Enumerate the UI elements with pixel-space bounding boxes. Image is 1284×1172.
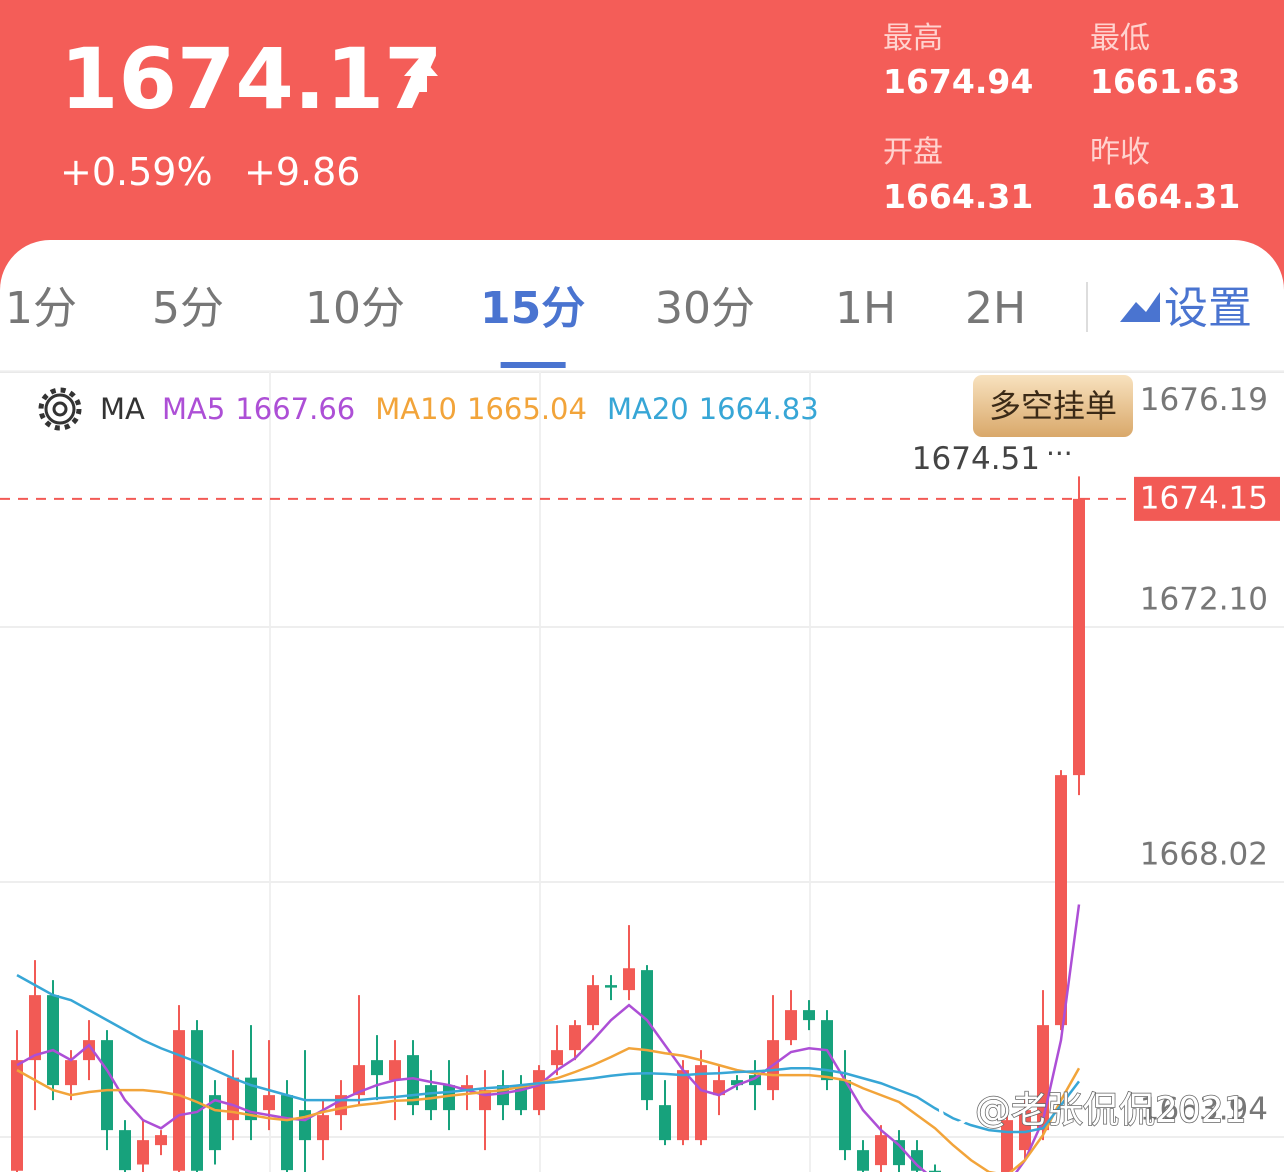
- stat-value: 1664.31: [1090, 177, 1240, 216]
- candle-body: [749, 1075, 761, 1086]
- candle-body: [119, 1130, 131, 1171]
- candle-body: [569, 1025, 581, 1051]
- candle-body: [371, 1060, 383, 1076]
- stat-label: 昨收: [1090, 135, 1150, 170]
- candle-body: [1019, 1110, 1031, 1151]
- high-marker: 1674.51: [912, 441, 1040, 477]
- legend-name: MA10: [375, 392, 457, 426]
- settings[interactable]: 设置: [1164, 283, 1252, 334]
- candle-body: [623, 968, 635, 991]
- change-pct: +0.59%: [60, 150, 213, 194]
- candle-body: [641, 970, 653, 1101]
- candle-body: [551, 1050, 563, 1066]
- candle-body: [29, 995, 41, 1061]
- y-tick-label: 1672.10: [1140, 582, 1268, 618]
- candle-body: [677, 1070, 689, 1141]
- candle-body: [929, 1170, 941, 1172]
- candle-body: [245, 1077, 257, 1121]
- candle-body: [263, 1095, 275, 1111]
- candle-body: [461, 1085, 473, 1091]
- candle-body: [47, 995, 59, 1086]
- candle-body: [353, 1065, 365, 1096]
- gear[interactable]: [38, 387, 82, 431]
- stat-label: 开盘: [883, 135, 943, 170]
- candle-body: [83, 1040, 95, 1061]
- candle-body: [155, 1135, 167, 1146]
- change: +9.86: [244, 150, 360, 194]
- watermark-logo: [939, 1094, 971, 1126]
- ma-line: [16, 904, 1081, 1172]
- legend-name: MA5: [162, 392, 225, 426]
- candle-body: [227, 1077, 239, 1121]
- order-button-label[interactable]: 多空挂单: [989, 387, 1117, 425]
- y-tick-label: 1676.19: [1140, 382, 1268, 418]
- stat-value: 1664.31: [883, 177, 1033, 216]
- candle-body: [281, 1095, 293, 1171]
- tab[interactable]: 30分: [655, 283, 755, 334]
- legend-name: MA20: [607, 392, 689, 426]
- stat-value: 1674.94: [883, 62, 1033, 101]
- candle-body: [659, 1105, 671, 1141]
- candle-body: [713, 1080, 725, 1096]
- last-price-label: 1674.15: [1140, 480, 1268, 516]
- candle-body: [803, 1010, 815, 1021]
- indicator-label: MA: [100, 392, 145, 426]
- tab-underline: [500, 362, 566, 368]
- candle-body: [101, 1040, 113, 1131]
- candle-body: [11, 1060, 23, 1171]
- last-price-tag: [1134, 476, 1280, 521]
- tab[interactable]: 1分: [5, 283, 77, 334]
- stat-label: 最低: [1090, 21, 1150, 56]
- candle-body: [857, 1150, 869, 1171]
- y-tick-label: 1663.94: [1140, 1092, 1268, 1128]
- candle-body: [317, 1115, 329, 1141]
- candle-body: [137, 1140, 149, 1165]
- candle-body: [173, 1030, 185, 1171]
- candle-body: [407, 1055, 419, 1106]
- tabs: 1分 5分 10分 15分 30分 1H 2H: [5, 283, 1026, 368]
- stat-label: 最高: [883, 21, 943, 56]
- candle-body: [731, 1080, 743, 1086]
- high-dots: ···: [1046, 437, 1073, 470]
- candle-body: [1073, 498, 1085, 776]
- legend-value: 1667.66: [235, 392, 355, 426]
- watermark: @老张侃侃2021: [975, 1090, 1247, 1131]
- candle-body: [605, 985, 617, 988]
- candle-body: [587, 985, 599, 1026]
- overlay: 1676.19 1672.10 1668.02 1663.94 MA5 1667.66 MA…: [0, 382, 1280, 1128]
- candle-body: [695, 1065, 707, 1141]
- order-button[interactable]: [973, 375, 1133, 437]
- candle-body: [875, 1135, 887, 1166]
- tab[interactable]: 15分: [480, 283, 585, 334]
- settings-icon[interactable]: [1120, 292, 1160, 322]
- ma-line: [16, 974, 1080, 1134]
- tab[interactable]: 1H: [835, 283, 896, 334]
- tab[interactable]: 10分: [305, 283, 405, 334]
- stat-value: 1661.63: [1090, 62, 1240, 101]
- tab[interactable]: 2H: [965, 283, 1026, 334]
- candle-body: [911, 1150, 923, 1171]
- candle-body: [191, 1030, 203, 1171]
- candle-body: [785, 1010, 797, 1041]
- tab[interactable]: 5分: [152, 283, 224, 334]
- candle-body: [443, 1085, 455, 1111]
- y-tick-label: 1668.02: [1140, 837, 1268, 873]
- candle-body: [1055, 775, 1067, 1026]
- legend-value: 1664.83: [699, 392, 819, 426]
- candle-body: [389, 1060, 401, 1081]
- plot: [11, 476, 1085, 1172]
- candle-body: [839, 1080, 851, 1151]
- legend-value: 1665.04: [467, 392, 587, 426]
- ma-line: [16, 1046, 1081, 1172]
- price: 1674.17: [60, 30, 443, 128]
- candle-body: [893, 1140, 905, 1166]
- candle-body: [65, 1060, 77, 1086]
- up-arrow: [404, 56, 438, 92]
- candle-body: [533, 1070, 545, 1111]
